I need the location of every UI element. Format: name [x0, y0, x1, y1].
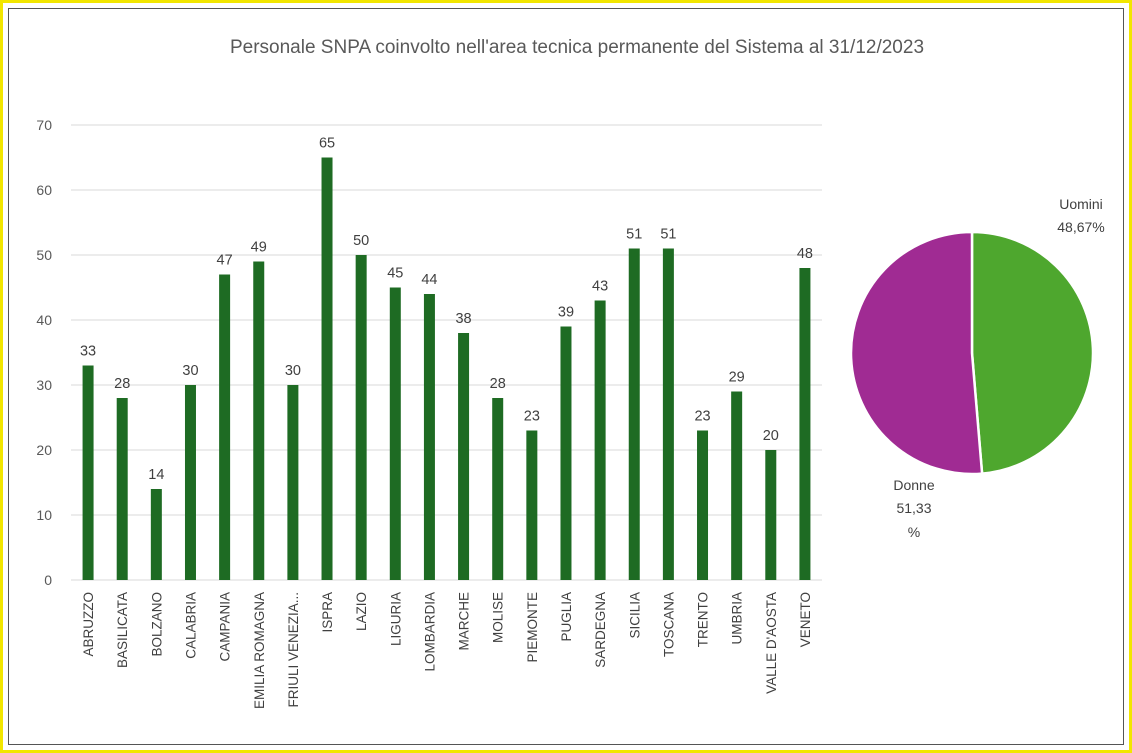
x-tick-label: BOLZANO: [149, 592, 164, 657]
x-tick-label: SARDEGNA: [593, 592, 608, 668]
bar: [594, 300, 606, 580]
bar: [116, 398, 128, 580]
bar-data-label: 44: [421, 272, 437, 288]
x-tick-label: LIGURIA: [388, 592, 403, 646]
bar-data-label: 65: [319, 136, 335, 152]
bar: [253, 261, 265, 580]
bar: [628, 248, 640, 580]
y-tick-label: 40: [36, 312, 52, 328]
y-tick-label: 10: [36, 507, 52, 523]
bar: [526, 430, 538, 580]
bar: [560, 326, 572, 580]
bar-data-label: 28: [490, 376, 506, 392]
bar: [355, 255, 367, 580]
chart-inner-border: [8, 8, 1124, 745]
bar-data-label: 30: [285, 363, 301, 379]
x-tick-label: VENETO: [798, 592, 813, 647]
bar: [321, 157, 333, 580]
bar-data-label: 38: [455, 311, 471, 327]
bar: [219, 274, 231, 580]
bar-data-label: 48: [797, 246, 813, 262]
bar-chart: 0 10 20 30 40 50 60 70 33 ABRUZZO 28 BASILICATA 14 BO…: [36, 117, 822, 709]
bar-data-label: 43: [592, 279, 608, 295]
y-tick-label: 30: [36, 377, 52, 393]
pie-label-donne-name: Donne: [893, 477, 934, 493]
bar-data-label: 28: [114, 376, 130, 392]
x-tick-label: LAZIO: [354, 592, 369, 631]
bar: [458, 333, 470, 580]
bar: [765, 450, 777, 580]
x-tick-label: FRIULI VENEZIA...: [286, 592, 301, 708]
x-tick-label: BASILICATA: [115, 592, 130, 668]
x-tick-label: VALLE D'AOSTA: [764, 592, 779, 694]
bar-data-label: 45: [387, 266, 403, 282]
x-tick-label: CALABRIA: [183, 592, 198, 659]
bar: [492, 398, 504, 580]
bar: [150, 489, 162, 580]
bar-data-label: 50: [353, 233, 369, 249]
pie-chart: Uomini 48,67% Donne 51,33%: [849, 196, 1105, 540]
x-tick-label: ABRUZZO: [81, 592, 96, 657]
pie-label-donne-value: 51,33: [896, 500, 931, 516]
y-tick-label: 20: [36, 442, 52, 458]
bar-data-label: 30: [182, 363, 198, 379]
x-tick-label: CAMPANIA: [218, 592, 233, 662]
pie-label-uomini-name: Uomini: [1059, 196, 1103, 212]
x-tick-label: EMILIA ROMAGNA: [252, 592, 267, 709]
pie-slice-donne: [849, 230, 984, 476]
bar-data-label: 20: [763, 428, 779, 444]
x-tick-label: TRENTO: [696, 592, 711, 647]
bar-data-label: 51: [626, 227, 642, 243]
bar: [662, 248, 674, 580]
x-tick-label: LOMBARDIA: [422, 592, 437, 672]
bar: [423, 294, 435, 580]
y-tick-label: 70: [36, 117, 52, 133]
x-tick-label: TOSCANA: [661, 592, 676, 657]
y-tick-label: 50: [36, 247, 52, 263]
pie-slice-uomini: [970, 230, 1095, 475]
bar-data-label: 49: [251, 240, 267, 256]
bar-data-label: 51: [660, 227, 676, 243]
x-tick-label: ISPRA: [320, 592, 335, 633]
y-tick-label: 0: [44, 572, 52, 588]
bar: [389, 287, 401, 580]
bar-data-label: 14: [148, 467, 164, 483]
bar: [82, 365, 94, 580]
bar-data-label: 33: [80, 344, 96, 360]
bar: [799, 268, 811, 580]
bar: [731, 391, 743, 580]
bar-data-label: 47: [217, 253, 233, 269]
x-tick-label: MARCHE: [457, 592, 472, 651]
pie-label-uomini-value: 48,67%: [1057, 219, 1104, 235]
bar: [697, 430, 709, 580]
chart-title: Personale SNPA coinvolto nell'area tecni…: [230, 37, 924, 58]
bar: [184, 385, 196, 580]
x-tick-label: UMBRIA: [730, 592, 745, 645]
bar-data-label: 23: [524, 409, 540, 425]
x-tick-label: MOLISE: [491, 592, 506, 643]
bar-data-label: 23: [694, 409, 710, 425]
pie-label-donne-percent: %: [908, 524, 920, 540]
bar: [287, 385, 299, 580]
x-tick-label: PUGLIA: [559, 592, 574, 642]
x-tick-label: PIEMONTE: [525, 592, 540, 663]
bar-data-label: 29: [729, 370, 745, 386]
y-tick-label: 60: [36, 182, 52, 198]
bar-data-label: 39: [558, 305, 574, 321]
x-tick-label: SICILIA: [627, 592, 642, 639]
